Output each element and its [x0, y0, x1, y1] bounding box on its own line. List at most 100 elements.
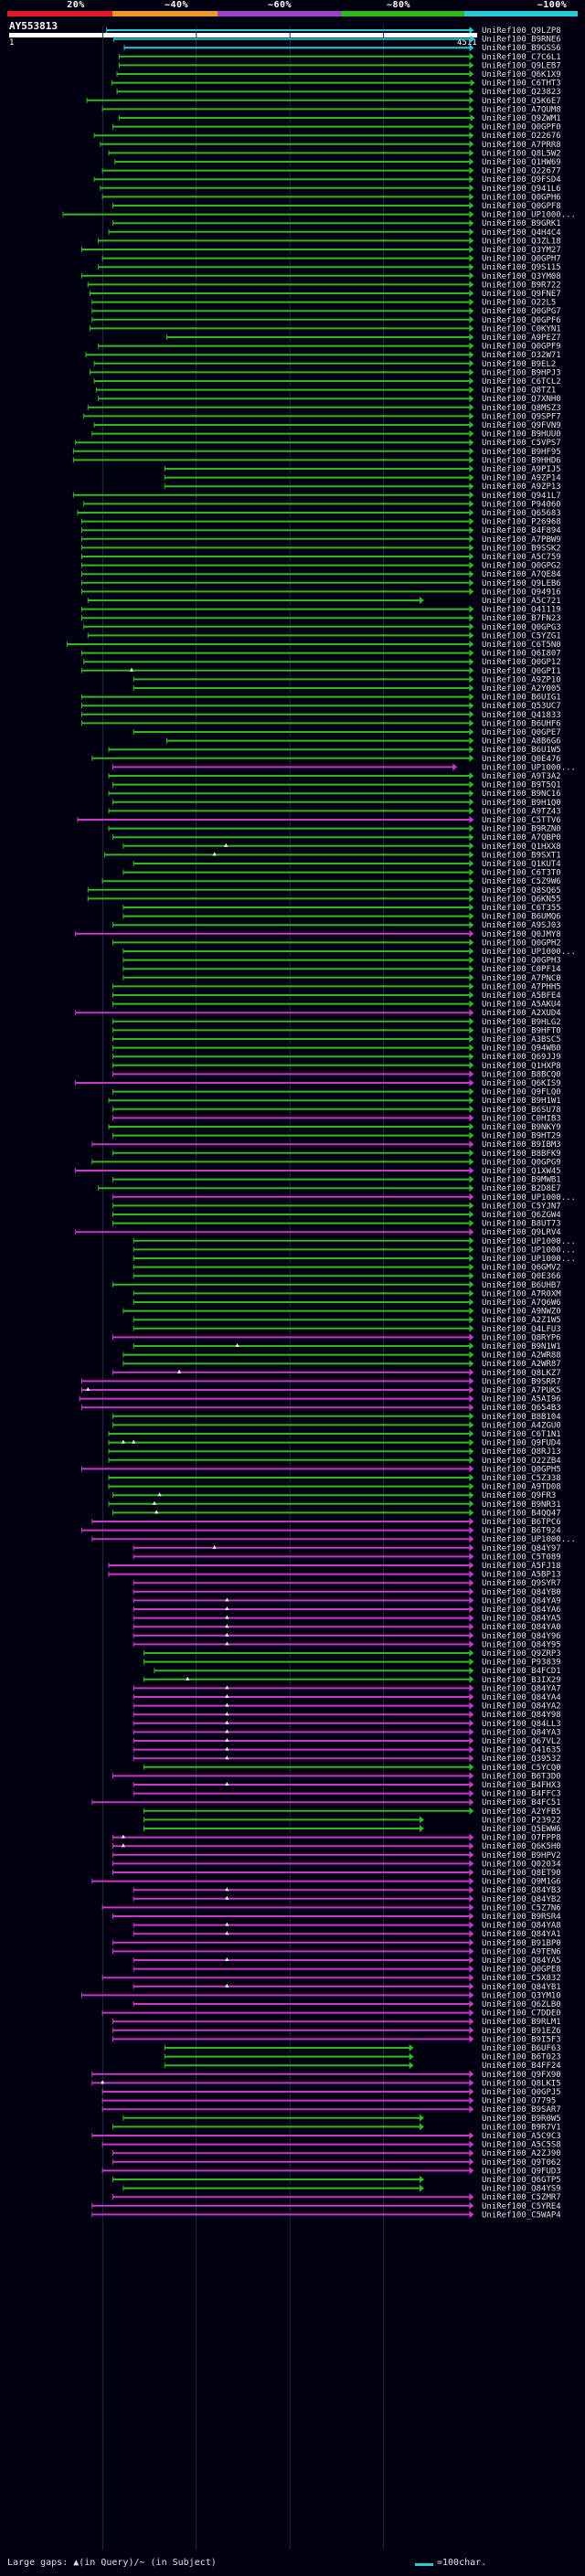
hit-label[interactable]: UniRef100_Q84YA0 [482, 1623, 561, 1632]
hit-label[interactable]: UniRef100_UP1000... [482, 1535, 576, 1544]
hit-label[interactable]: UniRef100_Q0GPE8 [482, 1966, 561, 1975]
hit-label[interactable]: UniRef100_C5YZG1 [482, 631, 561, 641]
hit-label[interactable]: UniRef100_C5Z338 [482, 1474, 561, 1483]
hit-label[interactable]: UniRef100_Q5K6E7 [482, 97, 561, 106]
hit-label[interactable]: UniRef100_B9RSR4 [482, 1913, 561, 1922]
hit-label[interactable]: UniRef100_A5AI96 [482, 1395, 561, 1405]
hit-label[interactable]: UniRef100_Q8SQ65 [482, 886, 561, 896]
hit-label[interactable]: UniRef100_Q84YB0 [482, 1588, 561, 1597]
hit-label[interactable]: UniRef100_Q84YA5 [482, 1615, 561, 1624]
hit-row[interactable]: UniRef100_Q8RYP6 [112, 1333, 561, 1342]
hit-label[interactable]: UniRef100_Q9ZRP3 [482, 1649, 561, 1659]
hit-row[interactable]: UniRef100_A2WR87 [122, 1360, 561, 1369]
hit-label[interactable]: UniRef100_P94060 [482, 500, 561, 509]
hit-label[interactable]: UniRef100_Q53UC7 [482, 702, 561, 711]
hit-row[interactable]: UniRef100_A7R0XM [133, 1289, 561, 1299]
hit-label[interactable]: UniRef100_A7PBW9 [482, 535, 561, 545]
hit-label[interactable]: UniRef100_A2WR87 [482, 1360, 561, 1369]
hit-label[interactable]: UniRef100_Q67VL2 [482, 1737, 561, 1746]
hit-label[interactable]: UniRef100_Q0E476 [482, 755, 561, 764]
hit-label[interactable]: UniRef100_C6THT3 [482, 80, 561, 89]
hit-row[interactable]: UniRef100_Q0GPF0 [112, 122, 561, 133]
hit-label[interactable]: UniRef100_C0PF14 [482, 965, 561, 974]
hit-row[interactable]: UniRef100_Q9LEB7 [118, 61, 561, 70]
hit-label[interactable]: UniRef100_B9HLG2 [482, 1018, 561, 1027]
hit-row[interactable]: UniRef100_Q3YM27 [80, 246, 561, 255]
hit-label[interactable]: UniRef100_A5C9C3 [482, 2132, 561, 2141]
hit-label[interactable]: UniRef100_B9H1W1 [482, 1097, 561, 1106]
hit-row[interactable]: UniRef100_B4FC51 [91, 1798, 561, 1807]
hit-label[interactable]: UniRef100_Q0GPI1 [482, 667, 561, 676]
hit-row[interactable]: UniRef100_Q8MSZ3 [87, 403, 561, 413]
hit-row[interactable]: UniRef100_C6T355 [122, 904, 561, 913]
hit-row[interactable]: UniRef100_B9I5F3 [112, 2035, 561, 2044]
hit-row[interactable]: UniRef100_Q84YA6 [133, 1606, 561, 1615]
hit-row[interactable]: UniRef100_C0PF14 [122, 965, 561, 974]
hit-row[interactable]: UniRef100_C5YZG1 [87, 631, 561, 641]
hit-row[interactable]: UniRef100_Q9FUD3 [101, 2167, 561, 2176]
hit-label[interactable]: UniRef100_P93839 [482, 1659, 561, 1668]
hit-row[interactable]: UniRef100_C5Z7N6 [101, 1903, 561, 1913]
hit-row[interactable]: UniRef100_Q8LKZ7 [112, 1368, 561, 1378]
hit-label[interactable]: UniRef100_B6UHB7 [482, 1281, 561, 1290]
hit-label[interactable]: UniRef100_C7DDE0 [482, 2009, 561, 2019]
hit-label[interactable]: UniRef100_Q9LEB7 [482, 61, 561, 70]
hit-row[interactable]: UniRef100_B9HPJ3 [90, 368, 561, 377]
hit-label[interactable]: UniRef100_Q84YB2 [482, 1895, 561, 1904]
hit-row[interactable]: UniRef100_Q84YA8 [133, 1921, 561, 1931]
hit-label[interactable]: UniRef100_A7R0XM [482, 1289, 561, 1299]
hit-row[interactable]: UniRef100_Q0GPH7 [101, 254, 561, 264]
hit-label[interactable]: UniRef100_B6UIG1 [482, 694, 561, 703]
hit-row[interactable]: UniRef100_Q6K5H0 [112, 1842, 561, 1851]
hit-label[interactable]: UniRef100_A9PEZ7 [482, 334, 561, 343]
hit-label[interactable]: UniRef100_B9NC16 [482, 790, 561, 799]
hit-label[interactable]: UniRef100_Q6KIS9 [482, 1079, 561, 1088]
hit-row[interactable]: UniRef100_A9ZP13 [164, 482, 561, 492]
hit-label[interactable]: UniRef100_Q6I807 [482, 650, 561, 659]
hit-label[interactable]: UniRef100_Q9T062 [482, 2158, 561, 2168]
hit-label[interactable]: UniRef100_Q9FUD4 [482, 1439, 561, 1448]
hit-label[interactable]: UniRef100_Q0GPF8 [482, 202, 561, 211]
hit-row[interactable]: UniRef100_Q8RJ13 [108, 1447, 561, 1457]
hit-label[interactable]: UniRef100_UP1000... [482, 1193, 576, 1203]
hit-label[interactable]: UniRef100_B9HF95 [482, 448, 561, 457]
hit-label[interactable]: UniRef100_Q9FSD4 [482, 175, 561, 185]
hit-row[interactable]: UniRef100_C6T1N1 [108, 1430, 561, 1439]
hit-label[interactable]: UniRef100_Q84YA7 [482, 1684, 561, 1693]
hit-label[interactable]: UniRef100_B9HFT0 [482, 1026, 561, 1035]
hit-label[interactable]: UniRef100_Q9SPF7 [482, 412, 561, 421]
hit-label[interactable]: UniRef100_A5FJ18 [482, 1562, 561, 1571]
hit-row[interactable]: UniRef100_A9T3A2 [108, 772, 561, 781]
hit-row[interactable]: UniRef100_O7FPP8 [112, 1833, 561, 1843]
hit-row[interactable]: UniRef100_A7QBP0 [112, 833, 561, 843]
hit-label[interactable]: UniRef100_B7FN23 [482, 614, 561, 623]
hit-label[interactable]: UniRef100_B9T5Q1 [482, 781, 561, 790]
hit-row[interactable]: UniRef100_B9SXT1 [103, 851, 561, 860]
hit-row[interactable]: UniRef100_B9R7V1 [112, 2123, 561, 2132]
hit-label[interactable]: UniRef100_B6TPC6 [482, 1518, 561, 1527]
hit-label[interactable]: UniRef100_B6T3D0 [482, 1772, 561, 1781]
hit-label[interactable]: UniRef100_B9NKY9 [482, 1123, 561, 1132]
hit-row[interactable]: UniRef100_A2WR88 [122, 1351, 561, 1361]
hit-row[interactable]: UniRef100_B4FHX3 [133, 1781, 561, 1790]
hit-row[interactable]: UniRef100_A7Q6W6 [133, 1299, 561, 1308]
hit-row[interactable]: UniRef100_B4FFC3 [133, 1789, 561, 1799]
hit-label[interactable]: UniRef100_Q9FNE7 [482, 290, 561, 299]
hit-label[interactable]: UniRef100_Q0E366 [482, 1272, 561, 1281]
hit-label[interactable]: UniRef100_C6T1N1 [482, 1430, 561, 1439]
hit-row[interactable]: UniRef100_B9HPV2 [112, 1850, 561, 1860]
hit-label[interactable]: UniRef100_Q8LKZ7 [482, 1369, 561, 1378]
hit-label[interactable]: UniRef100_A2YFB5 [482, 1807, 561, 1817]
hit-row[interactable]: UniRef100_A9ZP10 [133, 675, 561, 684]
hit-row[interactable]: UniRef100_Q9ZWM1 [118, 114, 561, 123]
hit-label[interactable]: UniRef100_B4FCD1 [482, 1667, 561, 1676]
hit-row[interactable]: UniRef100_B8BCQ0 [112, 1070, 561, 1079]
hit-label[interactable]: UniRef100_B8B104 [482, 1413, 561, 1422]
hit-label[interactable]: UniRef100_C6TCL2 [482, 377, 561, 387]
hit-row[interactable]: UniRef100_Q9SPF7 [83, 412, 561, 421]
hit-row[interactable]: UniRef100_Q0E476 [91, 754, 561, 764]
hit-row[interactable]: UniRef100_O22L5 [91, 298, 556, 308]
hit-label[interactable]: UniRef100_Q941L6 [482, 185, 561, 194]
hit-row[interactable]: UniRef100_C6T5N0 [67, 641, 561, 650]
hit-row[interactable]: UniRef100_Q0GPG3 [83, 622, 561, 632]
